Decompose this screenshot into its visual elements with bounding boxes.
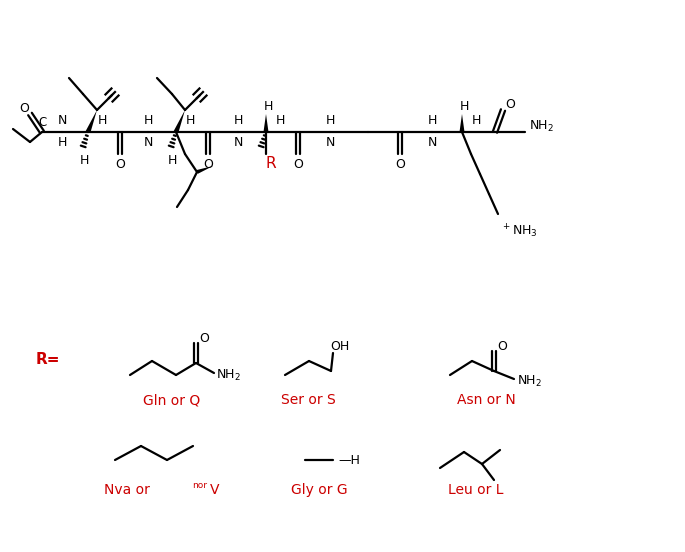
Text: O: O: [199, 332, 209, 344]
Text: N: N: [234, 136, 242, 150]
Text: O: O: [395, 157, 405, 171]
Text: N: N: [58, 114, 66, 128]
Text: H: H: [167, 153, 177, 167]
Text: NH$_2$: NH$_2$: [529, 119, 554, 134]
Text: —H: —H: [338, 454, 360, 466]
Text: R: R: [266, 157, 276, 172]
Text: H: H: [186, 114, 195, 128]
Text: C: C: [39, 115, 47, 129]
Text: Nva or: Nva or: [103, 483, 154, 497]
Polygon shape: [197, 166, 213, 174]
Text: H: H: [325, 114, 335, 128]
Text: O: O: [293, 157, 303, 171]
Polygon shape: [264, 114, 269, 132]
Polygon shape: [86, 110, 97, 133]
Text: N: N: [427, 136, 436, 150]
Text: N: N: [143, 136, 153, 150]
Text: NH$_2$: NH$_2$: [517, 374, 542, 389]
Text: H: H: [143, 114, 153, 128]
Text: H: H: [427, 114, 436, 128]
Polygon shape: [174, 110, 185, 133]
Text: O: O: [505, 98, 515, 112]
Text: H: H: [79, 153, 88, 167]
Text: Leu or L: Leu or L: [448, 483, 503, 497]
Text: OH: OH: [330, 341, 349, 353]
Text: H: H: [234, 114, 242, 128]
Text: O: O: [19, 103, 29, 115]
Text: Ser or S: Ser or S: [281, 393, 336, 407]
Text: H: H: [58, 136, 66, 150]
Text: Gly or G: Gly or G: [290, 483, 347, 497]
Text: H: H: [97, 114, 107, 128]
Text: NH$_2$: NH$_2$: [216, 368, 241, 383]
Polygon shape: [460, 114, 464, 132]
Text: R=: R=: [36, 353, 60, 368]
Text: nor: nor: [192, 481, 207, 491]
Text: Asn or N: Asn or N: [457, 393, 515, 407]
Text: O: O: [203, 157, 213, 171]
Text: Gln or Q: Gln or Q: [143, 393, 201, 407]
Text: H: H: [460, 99, 469, 113]
Text: H: H: [263, 99, 273, 113]
Text: O: O: [497, 339, 507, 353]
Text: N: N: [325, 136, 335, 150]
Text: H: H: [275, 114, 285, 128]
Text: O: O: [115, 157, 125, 171]
Text: H: H: [471, 114, 481, 128]
Text: $^+$NH$_3$: $^+$NH$_3$: [501, 222, 538, 240]
Text: V: V: [210, 483, 219, 497]
